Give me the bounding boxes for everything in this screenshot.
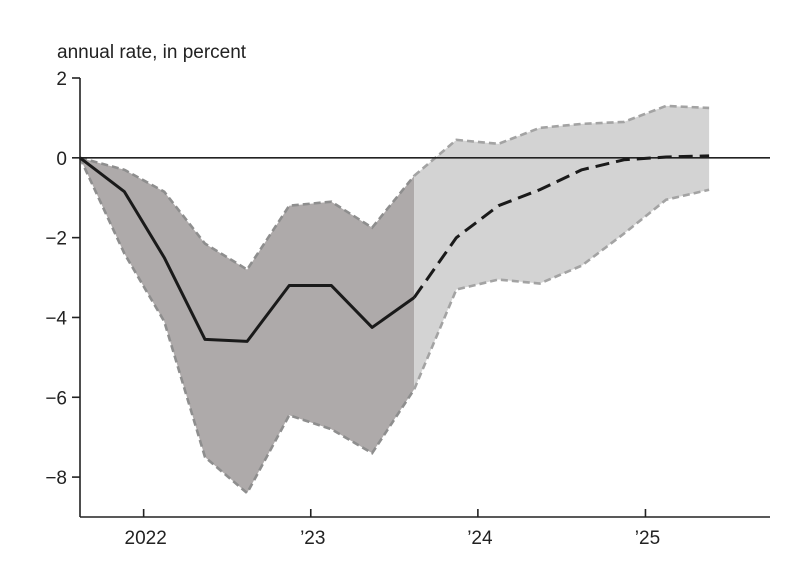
y-tick-label: −8	[45, 468, 67, 489]
confidence-band-1	[80, 157, 415, 494]
axes	[79, 78, 770, 518]
y-tick-label: −2	[45, 229, 67, 250]
x-tick-label: 2022	[125, 528, 167, 549]
band-1-lower-edge	[78, 157, 416, 496]
y-tick-label: −6	[45, 388, 67, 409]
y-axis-title: annual rate, in percent	[57, 42, 247, 63]
projection-line	[413, 154, 710, 299]
y-tick-label: −4	[45, 308, 67, 329]
confidence-band-2	[414, 105, 710, 390]
confidence-bands	[78, 104, 710, 496]
band-2-lower-edge	[413, 188, 710, 390]
band-1-upper-edge	[79, 156, 416, 272]
y-tick-label: 2	[56, 69, 67, 90]
ticks: 2 0 −2 −4 −6 −8 2022 ’23 ’24 ’25	[45, 69, 660, 549]
series-lines	[79, 154, 710, 343]
x-tick-label: ’25	[635, 528, 660, 549]
x-tick-label: ’24	[467, 528, 493, 549]
x-tick-label: ’23	[300, 528, 325, 549]
estimate-line	[79, 156, 416, 343]
y-tick-label: 0	[56, 149, 67, 170]
